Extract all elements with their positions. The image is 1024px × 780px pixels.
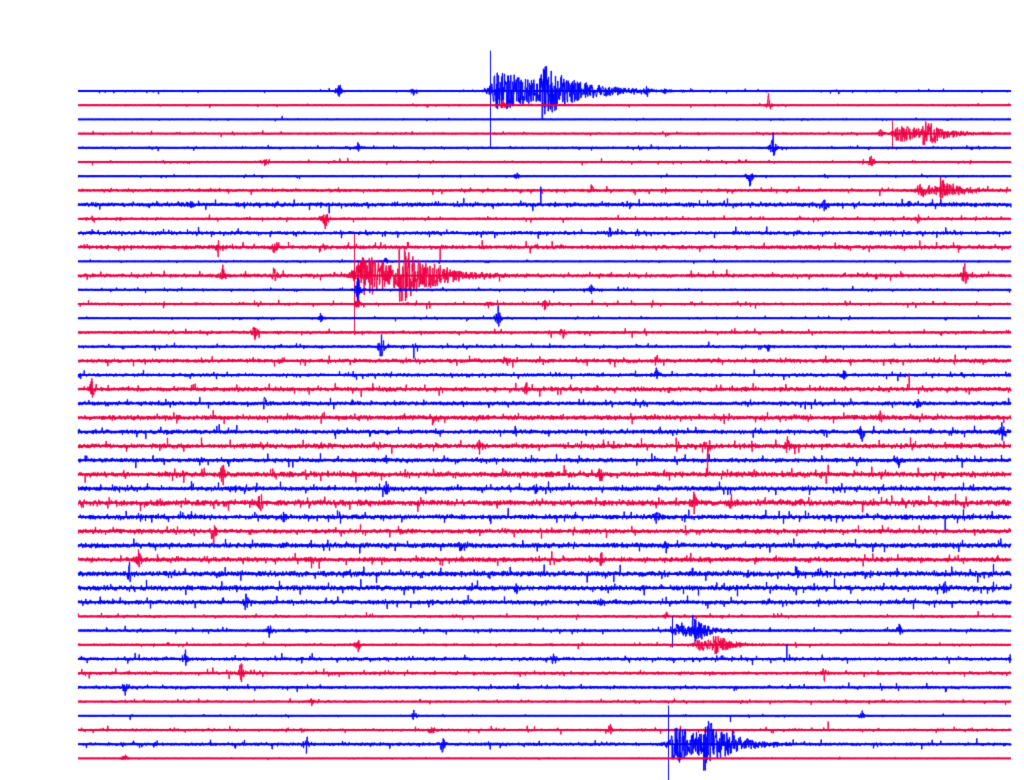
- seismogram-traces-canvas: [0, 0, 1024, 780]
- helicorder-plot: HP Pylos Applied filter: WWSSN-SP 2025-0…: [0, 0, 1024, 780]
